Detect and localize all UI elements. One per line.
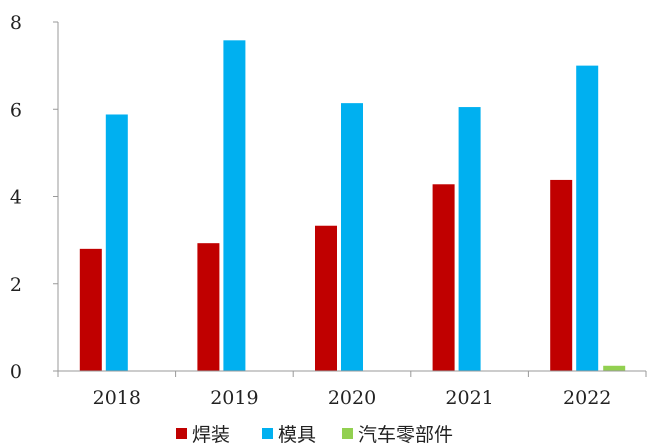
axes: 0 2 4 6 8 2018 2019 2020 2021 2022 — [10, 12, 647, 409]
legend: 焊装 模具 汽车零部件 — [176, 424, 453, 446]
y-tick-label: 2 — [10, 274, 22, 296]
legend-swatch — [342, 428, 353, 439]
y-tick-label: 8 — [10, 12, 22, 34]
bar-焊装-2020 — [315, 225, 337, 371]
x-tick-label: 2018 — [93, 387, 141, 409]
bar-焊装-2021 — [432, 184, 455, 371]
legend-label: 模具 — [278, 424, 316, 446]
y-tick-label: 6 — [10, 99, 22, 121]
bar-模具-2021 — [458, 107, 481, 371]
legend-label: 焊装 — [192, 424, 230, 446]
legend-swatch — [262, 428, 273, 439]
y-tick-label: 0 — [10, 361, 22, 383]
legend-label: 汽车零部件 — [358, 424, 453, 446]
bar-焊装-2022 — [550, 179, 573, 371]
x-tick-label: 2019 — [210, 387, 258, 409]
x-tick-label: 2021 — [445, 387, 493, 409]
bar-模具-2019 — [223, 40, 246, 371]
x-tick-label: 2020 — [328, 387, 376, 409]
bar-模具-2020 — [341, 103, 363, 371]
legend-swatch — [176, 428, 187, 439]
bar-汽车零部件-2022 — [603, 365, 626, 371]
x-tick-label: 2022 — [563, 387, 611, 409]
bar-模具-2018 — [105, 114, 128, 372]
bar-焊装-2018 — [79, 248, 102, 371]
bar-焊装-2019 — [197, 243, 220, 371]
y-tick-label: 4 — [10, 187, 22, 209]
bars — [79, 40, 626, 372]
bar-模具-2022 — [576, 65, 599, 371]
